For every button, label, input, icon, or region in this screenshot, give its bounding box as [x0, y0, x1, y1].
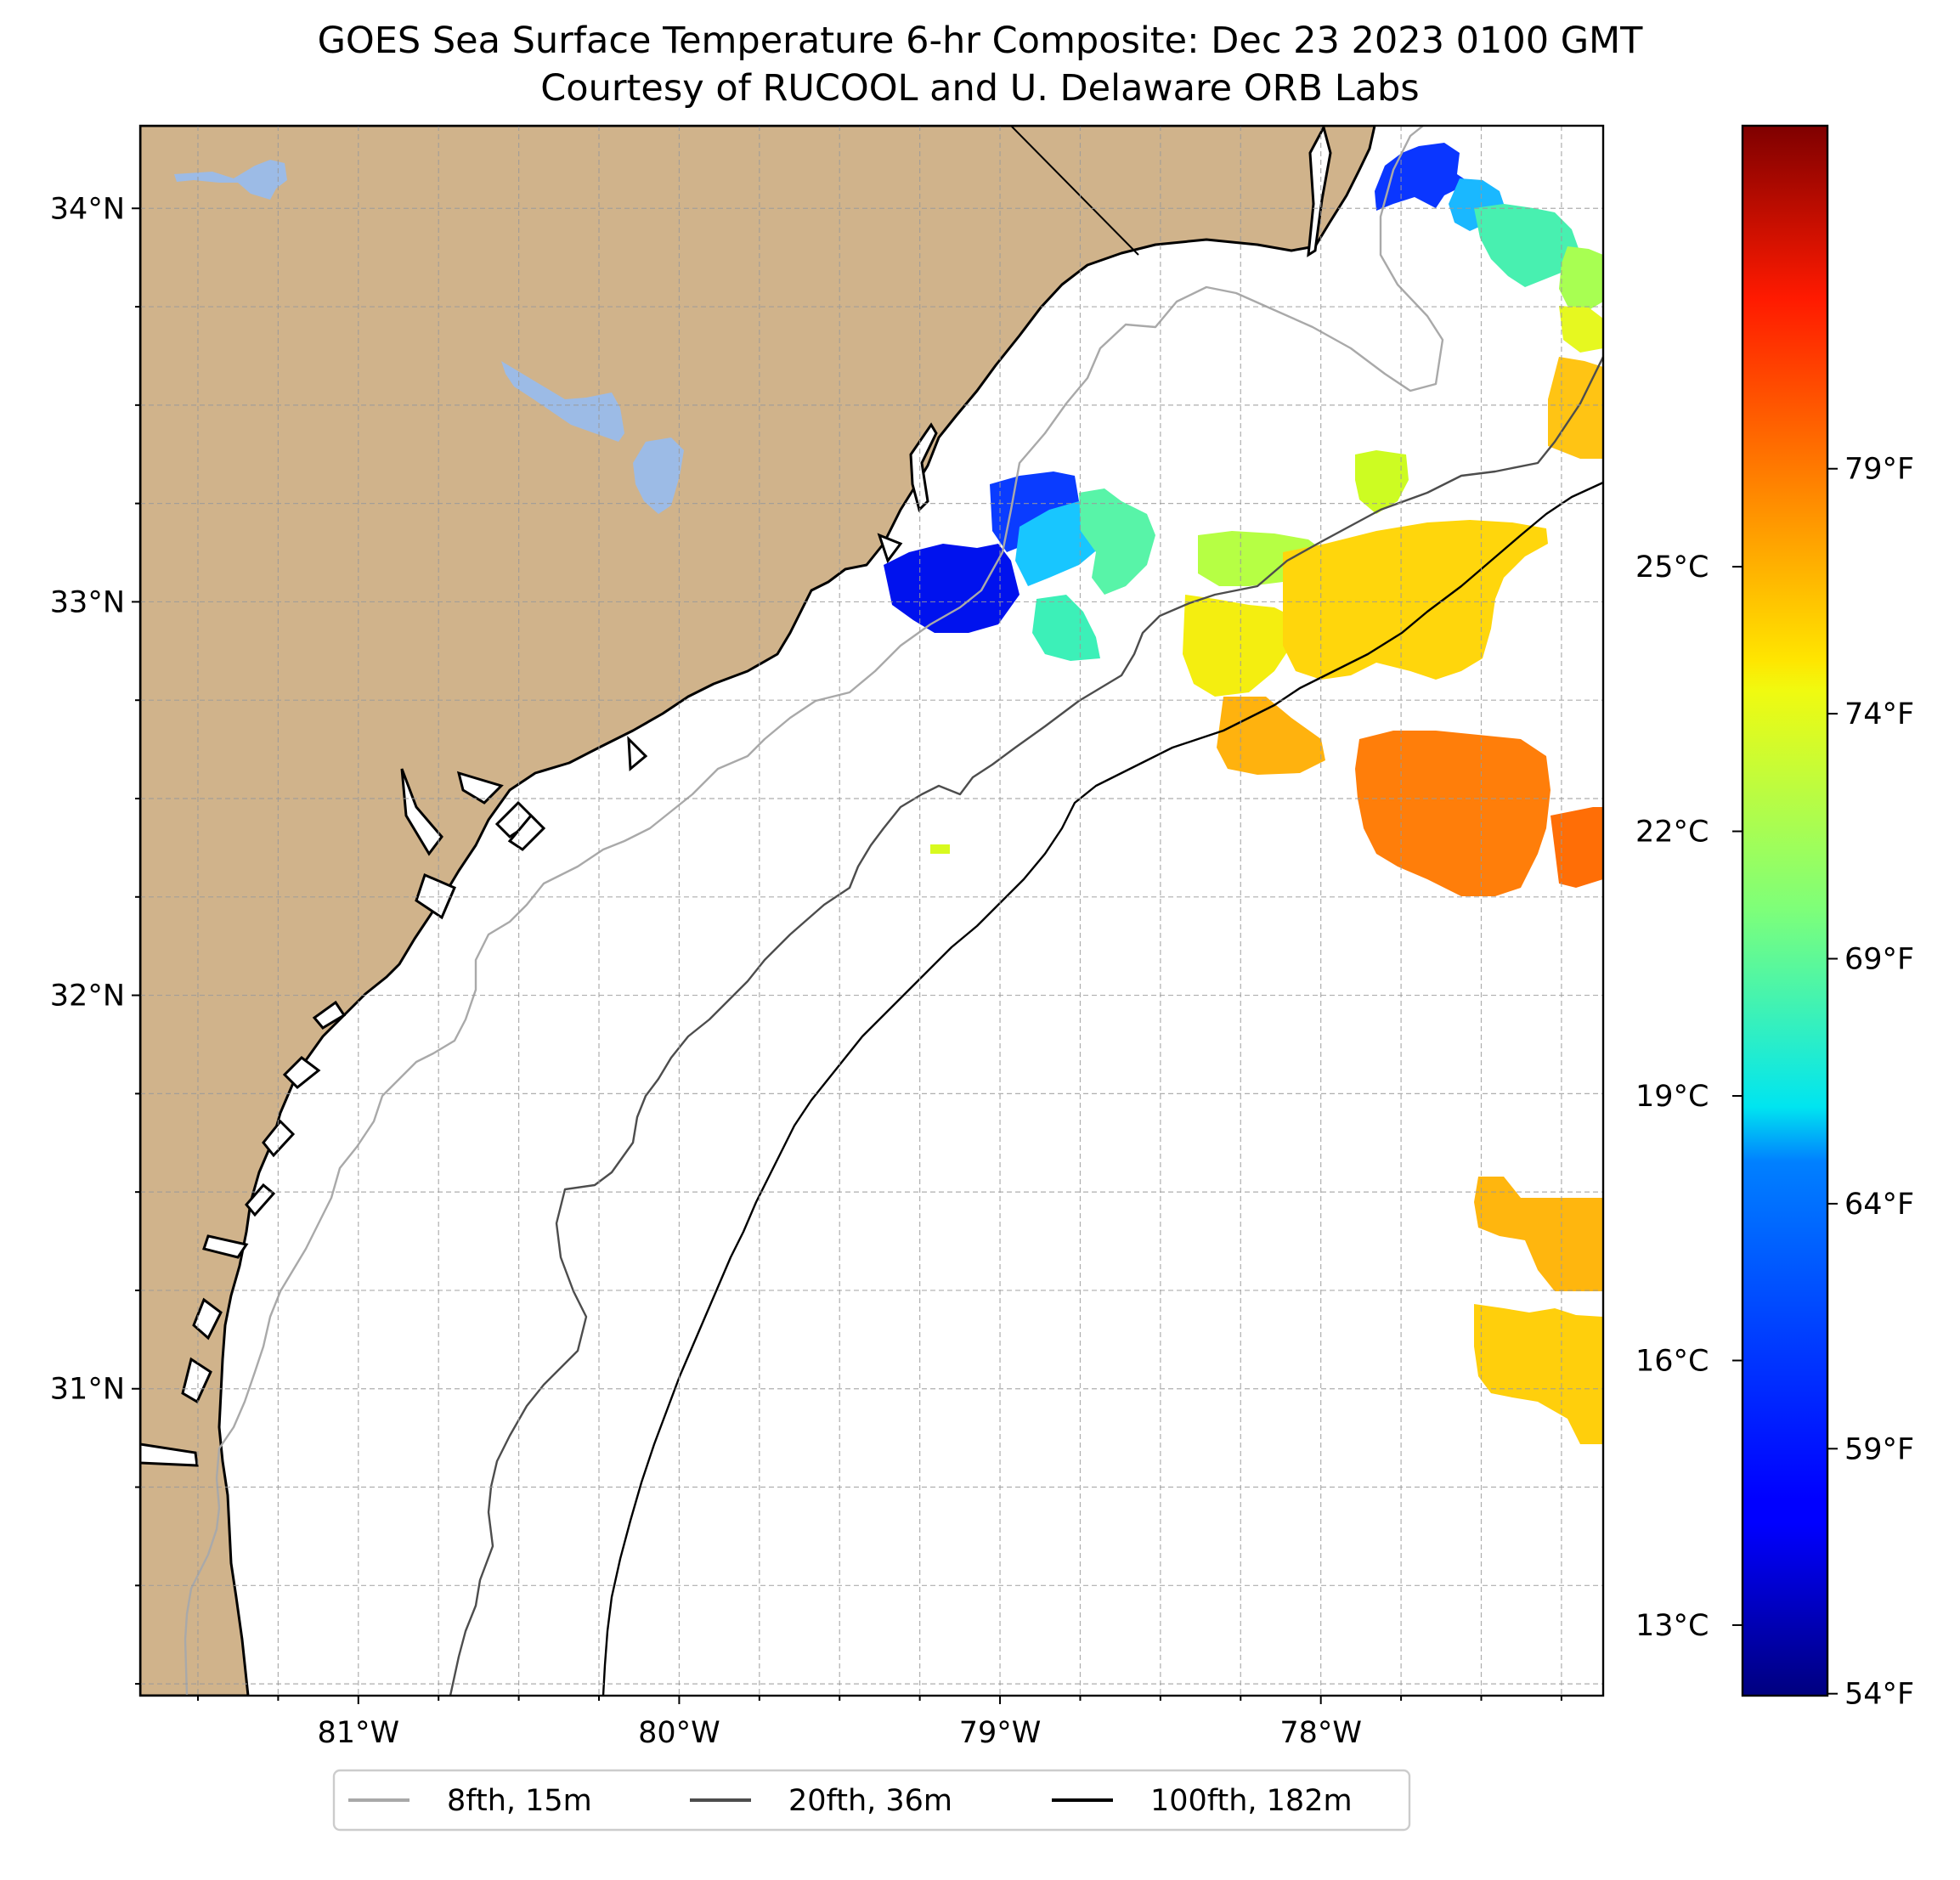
colorbar: [1741, 124, 1829, 1697]
colorbar-celsius-label: 13°C: [1635, 1609, 1709, 1643]
lon-tick-label: 80°W: [638, 1716, 720, 1750]
sst-patch-central-green-lower: [1032, 595, 1100, 661]
lat-tick-label: 33°N: [50, 585, 125, 619]
legend-label: 20fth, 36m: [788, 1784, 952, 1818]
colorbar-celsius-label: 19°C: [1635, 1080, 1709, 1114]
colorbar-celsius-label: 25°C: [1635, 550, 1709, 584]
coastal-inlets: [140, 126, 1332, 1467]
lat-tick-label: 34°N: [50, 192, 125, 226]
sst-patch-ne-lime: [1559, 246, 1603, 310]
map-title: GOES Sea Surface Temperature 6-hr Compos…: [317, 20, 1643, 62]
sst-patch-ne-green: [1474, 204, 1580, 287]
sst-patch-southeast-lower: [1474, 1304, 1603, 1444]
lon-tick-label: 79°W: [959, 1716, 1042, 1750]
sst-patch-east-orange: [1550, 807, 1603, 888]
isobath-100fth: [602, 481, 1603, 1696]
sst-patch-central-blue-upper: [990, 471, 1079, 552]
state-border: [1010, 126, 1139, 256]
lon-tick-label: 78°W: [1279, 1716, 1362, 1750]
sst-patch-central-green: [1079, 488, 1155, 595]
colorbar-fahrenheit-label: 69°F: [1844, 943, 1914, 977]
sst-patch-ne-yellow: [1559, 306, 1603, 353]
legend: 8fth, 15m 20fth, 36m 100fth, 182m: [332, 1769, 1411, 1832]
colorbar-fahrenheit-label: 64°F: [1844, 1188, 1914, 1222]
lat-tick-label: 31°N: [50, 1373, 125, 1407]
sst-patch-band-yellow: [1183, 595, 1291, 697]
sst-patch-central-blue: [884, 544, 1020, 633]
legend-label: 8fth, 15m: [447, 1784, 592, 1818]
colorbar-fahrenheit-label: 74°F: [1844, 697, 1914, 731]
gridlines: [140, 126, 1603, 1696]
colorbar-fahrenheit-label: 54°F: [1844, 1678, 1914, 1712]
isobath-20fth: [449, 356, 1603, 1696]
longitude-axis: 81°W 80°W 79°W 78°W: [196, 1696, 1562, 1750]
sst-patch-sw-orange: [1217, 697, 1325, 775]
sst-patch-southeast-upper: [1474, 1177, 1603, 1291]
lat-tick-label: 32°N: [50, 980, 125, 1013]
lon-tick-label: 81°W: [317, 1716, 399, 1750]
colorbar-celsius-ticks: 13°C 16°C 19°C 22°C 25°C: [1635, 550, 1743, 1643]
lakes: [174, 160, 684, 514]
colorbar-fahrenheit-label: 59°F: [1844, 1432, 1914, 1466]
sst-patch-small-lime: [1355, 450, 1409, 514]
colorbar-celsius-label: 22°C: [1635, 816, 1709, 850]
legend-label: 100fth, 182m: [1150, 1784, 1353, 1818]
colorbar-fahrenheit-label: 79°F: [1844, 453, 1914, 487]
sst-patch-large-orange: [1355, 731, 1550, 896]
legend-box: [332, 1769, 1411, 1832]
sst-patch-tiny-speck: [930, 844, 950, 854]
isobath-8fth: [184, 126, 1444, 1696]
isobaths: [184, 126, 1603, 1696]
latitude-axis: 34°N 33°N 32°N 31°N: [50, 192, 140, 1685]
colorbar-celsius-label: 16°C: [1635, 1344, 1709, 1378]
map-frame: [138, 124, 1605, 1697]
map-subtitle: Courtesy of RUCOOL and U. Delaware ORB L…: [540, 67, 1420, 110]
colorbar-fahrenheit-ticks: 54°F 59°F 64°F 69°F 74°F 79°F: [1827, 453, 1914, 1712]
